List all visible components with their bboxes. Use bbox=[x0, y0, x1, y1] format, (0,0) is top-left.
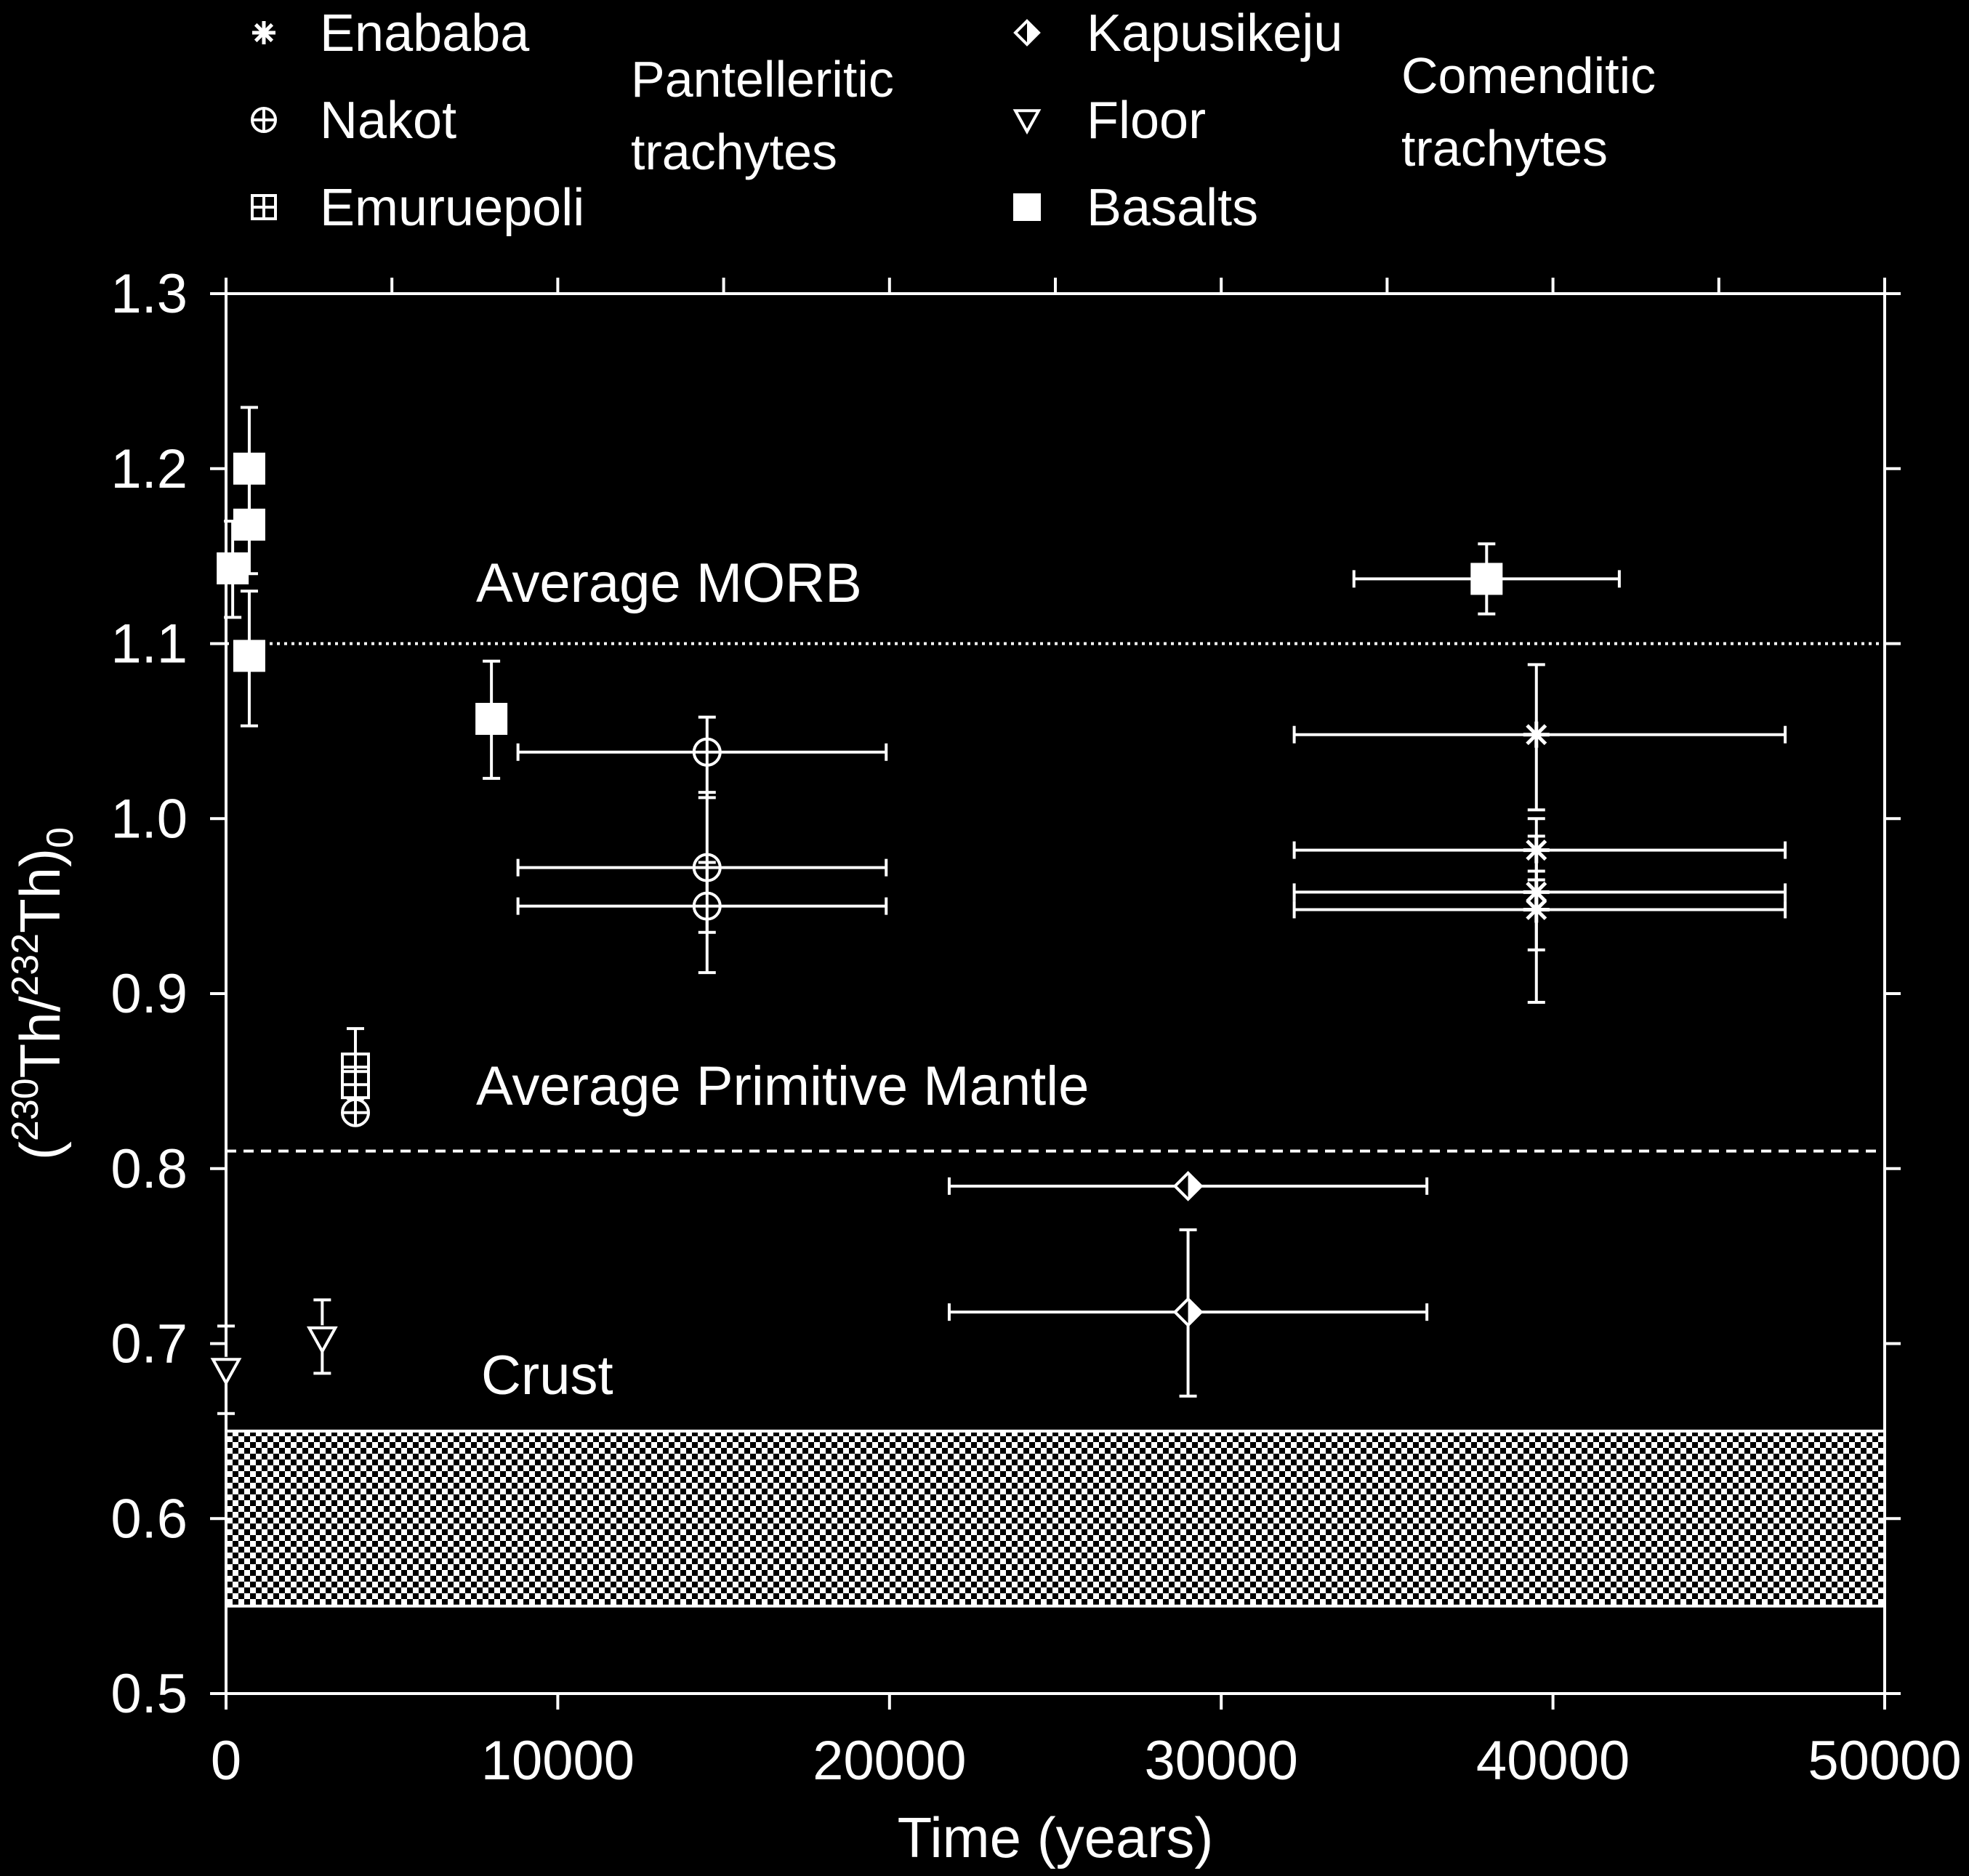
y-tick-label: 0.8 bbox=[110, 1138, 188, 1200]
legend-kapusikeju-marker bbox=[1013, 19, 1041, 47]
data-point-floor bbox=[210, 1324, 242, 1415]
x-tick-label: 30000 bbox=[1145, 1730, 1298, 1792]
legend-emuruepoli-marker bbox=[251, 194, 277, 220]
legend-group-label: Comenditic bbox=[1401, 47, 1656, 104]
data-point-emuruepoli bbox=[340, 1070, 370, 1100]
y-tick-label: 0.6 bbox=[110, 1488, 188, 1550]
plot-frame: 0 10000 20000 30000 40000 50000 0.5 0.6 0.7 0.8 0.… bbox=[110, 263, 1961, 1792]
y-tick-label: 1.2 bbox=[110, 438, 188, 500]
data-point-nakot bbox=[516, 861, 888, 975]
legend-basalts-marker bbox=[1013, 193, 1041, 221]
legend-kapusikeju-label: Kapusikeju bbox=[1087, 4, 1342, 63]
marker-backing bbox=[309, 1325, 336, 1352]
y-tick-label: 1.0 bbox=[110, 788, 188, 850]
data-point-basalts bbox=[217, 519, 249, 619]
emuruepoli-marker bbox=[340, 1070, 370, 1100]
data-point-basalts bbox=[1352, 542, 1621, 616]
x-tick-label: 0 bbox=[211, 1730, 241, 1792]
x-tick-label: 10000 bbox=[481, 1730, 635, 1792]
kapusikeju-marker bbox=[1172, 1170, 1204, 1201]
data-point-floor bbox=[306, 1298, 338, 1375]
y-tick-label: 0.7 bbox=[110, 1313, 188, 1375]
data-point-nakot bbox=[516, 715, 888, 800]
y-tick-label: 1.3 bbox=[110, 263, 188, 325]
data-point-enababa bbox=[1292, 663, 1787, 812]
reference-lines: Average MORB Average Primitive Mantle Crus… bbox=[226, 552, 1885, 1406]
axis-labels: Time (years) (230Th/232Th)0 bbox=[4, 827, 1213, 1869]
legend-floor-label: Floor bbox=[1087, 92, 1206, 150]
x-axis-label: Time (years) bbox=[898, 1805, 1214, 1869]
x-tick-label: 40000 bbox=[1476, 1730, 1630, 1792]
data-points bbox=[210, 406, 1787, 1415]
basalts-marker bbox=[233, 508, 265, 541]
legend-nakot-marker bbox=[251, 107, 277, 133]
enababa-marker bbox=[1523, 896, 1550, 923]
marker-backing bbox=[213, 1356, 239, 1383]
data-point-kapusikeju bbox=[947, 1228, 1429, 1398]
crust-band-layer bbox=[225, 1429, 1886, 1608]
y-tick-label: 0.9 bbox=[110, 963, 188, 1025]
legend-floor-marker bbox=[1012, 109, 1042, 135]
crust-band bbox=[225, 1429, 1886, 1608]
nakot-marker bbox=[692, 891, 722, 921]
x-tick-label: 50000 bbox=[1808, 1730, 1961, 1792]
data-point-basalts bbox=[475, 659, 508, 780]
floor-marker bbox=[210, 1358, 242, 1386]
basalts-marker bbox=[217, 552, 249, 584]
nakot-marker bbox=[340, 1098, 370, 1127]
basalts-marker bbox=[475, 703, 508, 736]
legend-basalts-label: Basalts bbox=[1087, 179, 1258, 237]
legend-group-label: Pantelleritic bbox=[631, 51, 894, 108]
basalts-marker bbox=[1470, 563, 1503, 595]
y-tick-label: 0.5 bbox=[110, 1663, 188, 1725]
legend-group-label: trachytes bbox=[631, 124, 837, 180]
y-tick-label: 1.1 bbox=[110, 613, 188, 675]
legend-emuruepoli-label: Emuruepoli bbox=[320, 179, 584, 237]
y-axis-label: (230Th/232Th)0 bbox=[4, 827, 81, 1160]
data-point-nakot bbox=[340, 1098, 370, 1127]
basalts-marker bbox=[233, 640, 265, 672]
data-point-basalts bbox=[233, 589, 265, 728]
legend-enababa-label: Enababa bbox=[320, 4, 530, 63]
data-point-enababa bbox=[1292, 869, 1787, 1005]
reference-line-label: Average MORB bbox=[476, 552, 862, 614]
nakot-marker bbox=[692, 737, 722, 767]
enababa-marker bbox=[1523, 721, 1550, 748]
legend-nakot-label: Nakot bbox=[320, 92, 456, 150]
legend-enababa-marker bbox=[252, 21, 275, 44]
floor-marker bbox=[306, 1326, 338, 1355]
crust-label: Crust bbox=[481, 1345, 613, 1406]
data-point-kapusikeju bbox=[947, 1170, 1429, 1201]
legend-group-label: trachytes bbox=[1401, 120, 1608, 177]
legend: Enababa Nakot Emuruepoli Pantelleritic trach… bbox=[251, 4, 1656, 237]
x-tick-label: 20000 bbox=[813, 1730, 966, 1792]
kapusikeju-marker bbox=[1172, 1297, 1204, 1327]
reference-line-label: Average Primitive Mantle bbox=[476, 1055, 1089, 1117]
